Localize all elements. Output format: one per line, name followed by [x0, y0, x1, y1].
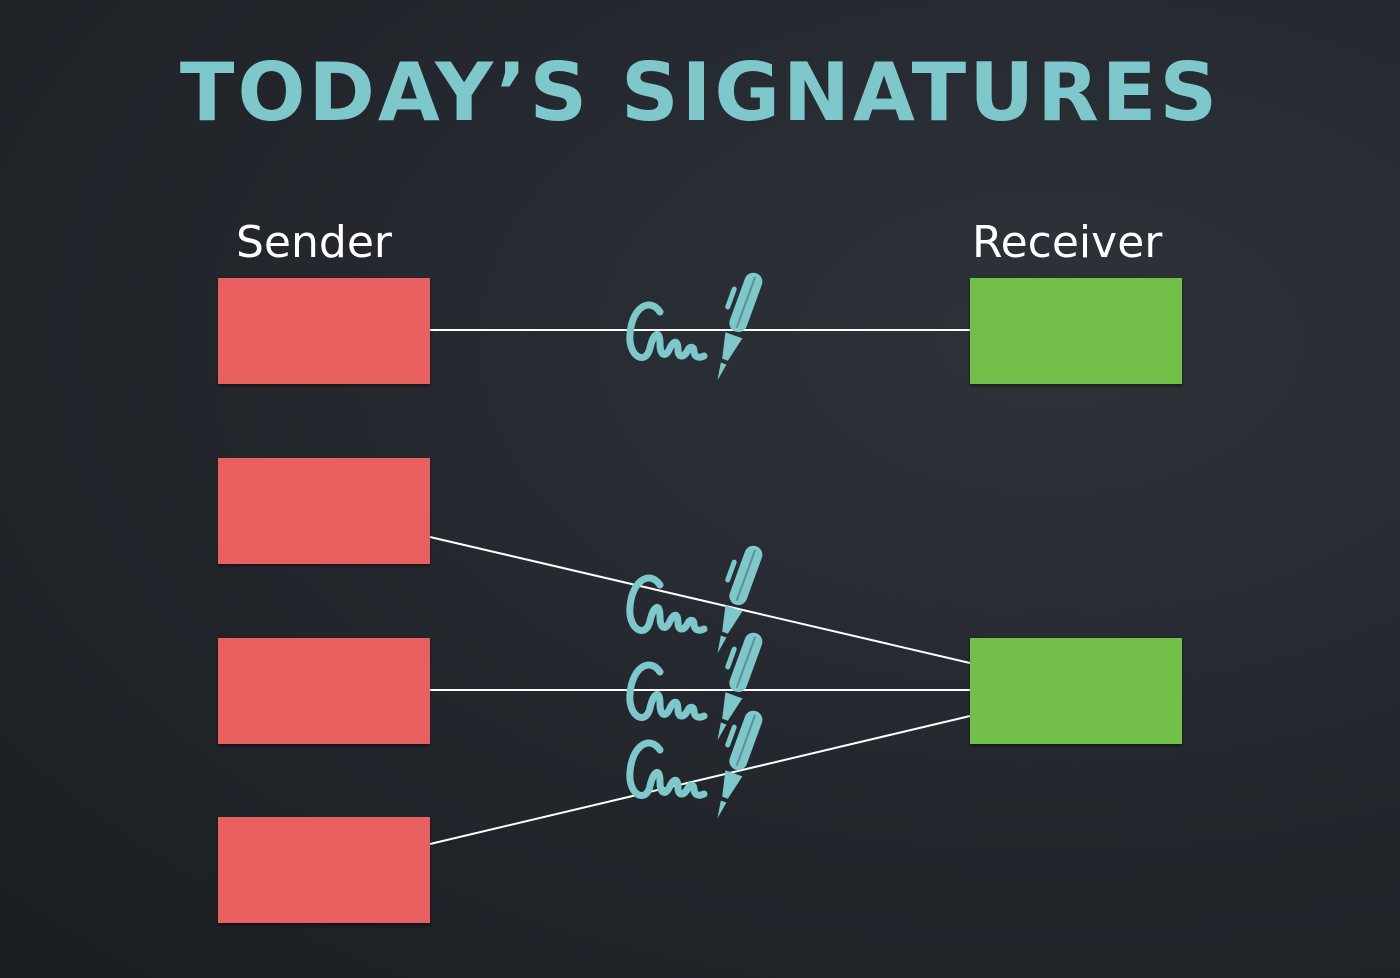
sender-box-3	[218, 638, 430, 744]
receiver-box-1	[970, 278, 1182, 384]
sender-box-2	[218, 458, 430, 564]
page-title: TODAY’S SIGNATURES	[179, 46, 1221, 139]
signature-pen-icon	[620, 700, 770, 830]
connection-line-top	[430, 329, 970, 331]
receiver-label: Receiver	[972, 217, 1163, 268]
signature-pen-icon	[620, 262, 770, 392]
receiver-box-2	[970, 638, 1182, 744]
sender-box-4	[218, 817, 430, 923]
sender-box-1	[218, 278, 430, 384]
sender-label: Sender	[236, 217, 392, 268]
signature-pen-icon	[620, 622, 770, 752]
signature-pen-icon	[620, 535, 770, 665]
connection-line-sender-3	[430, 689, 970, 691]
